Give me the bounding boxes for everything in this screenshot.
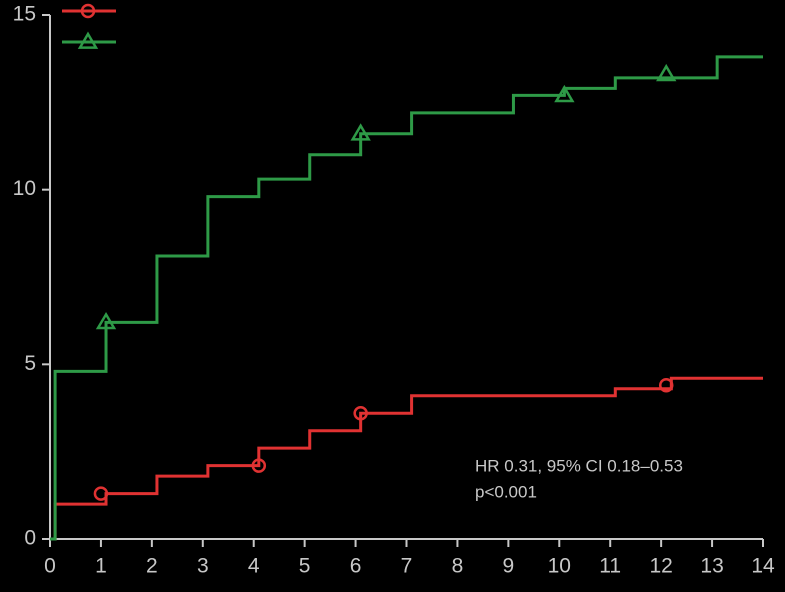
x-tick-label: 12	[649, 555, 672, 578]
x-tick-label: 5	[299, 555, 311, 578]
x-tick-label: 0	[44, 555, 56, 578]
x-tick-label: 11	[599, 555, 621, 578]
marker	[353, 405, 368, 421]
x-tick-label: 10	[548, 555, 571, 578]
step-line	[50, 55, 763, 541]
x-tick-label: 13	[700, 555, 723, 578]
x-tick-label: 2	[146, 555, 158, 578]
x-tick-label: 7	[401, 555, 413, 578]
y-tick-label: 5	[24, 352, 36, 375]
x-tick-label: 9	[503, 555, 515, 578]
annotation: HR 0.31, 95% CI 0.18–0.53	[475, 456, 683, 475]
x-tick-label: 3	[197, 555, 209, 578]
x-tick-label: 6	[350, 555, 362, 578]
x-tick-label: 1	[95, 555, 107, 578]
marker	[350, 123, 371, 141]
marker	[93, 486, 109, 501]
marker	[658, 378, 674, 393]
legend-marker	[80, 3, 96, 19]
x-tick-label: 8	[452, 555, 464, 578]
x-tick-label: 4	[248, 555, 260, 578]
legend-marker	[77, 31, 99, 49]
y-tick-label: 10	[13, 177, 36, 200]
y-tick-label: 15	[13, 3, 36, 26]
x-tick-label: 14	[751, 555, 775, 578]
annotation: p<0.001	[475, 482, 537, 501]
marker	[656, 63, 677, 82]
marker	[251, 458, 267, 473]
y-tick-label: 0	[24, 527, 36, 550]
step-line	[50, 376, 763, 541]
marker	[95, 311, 117, 330]
marker	[554, 84, 575, 103]
